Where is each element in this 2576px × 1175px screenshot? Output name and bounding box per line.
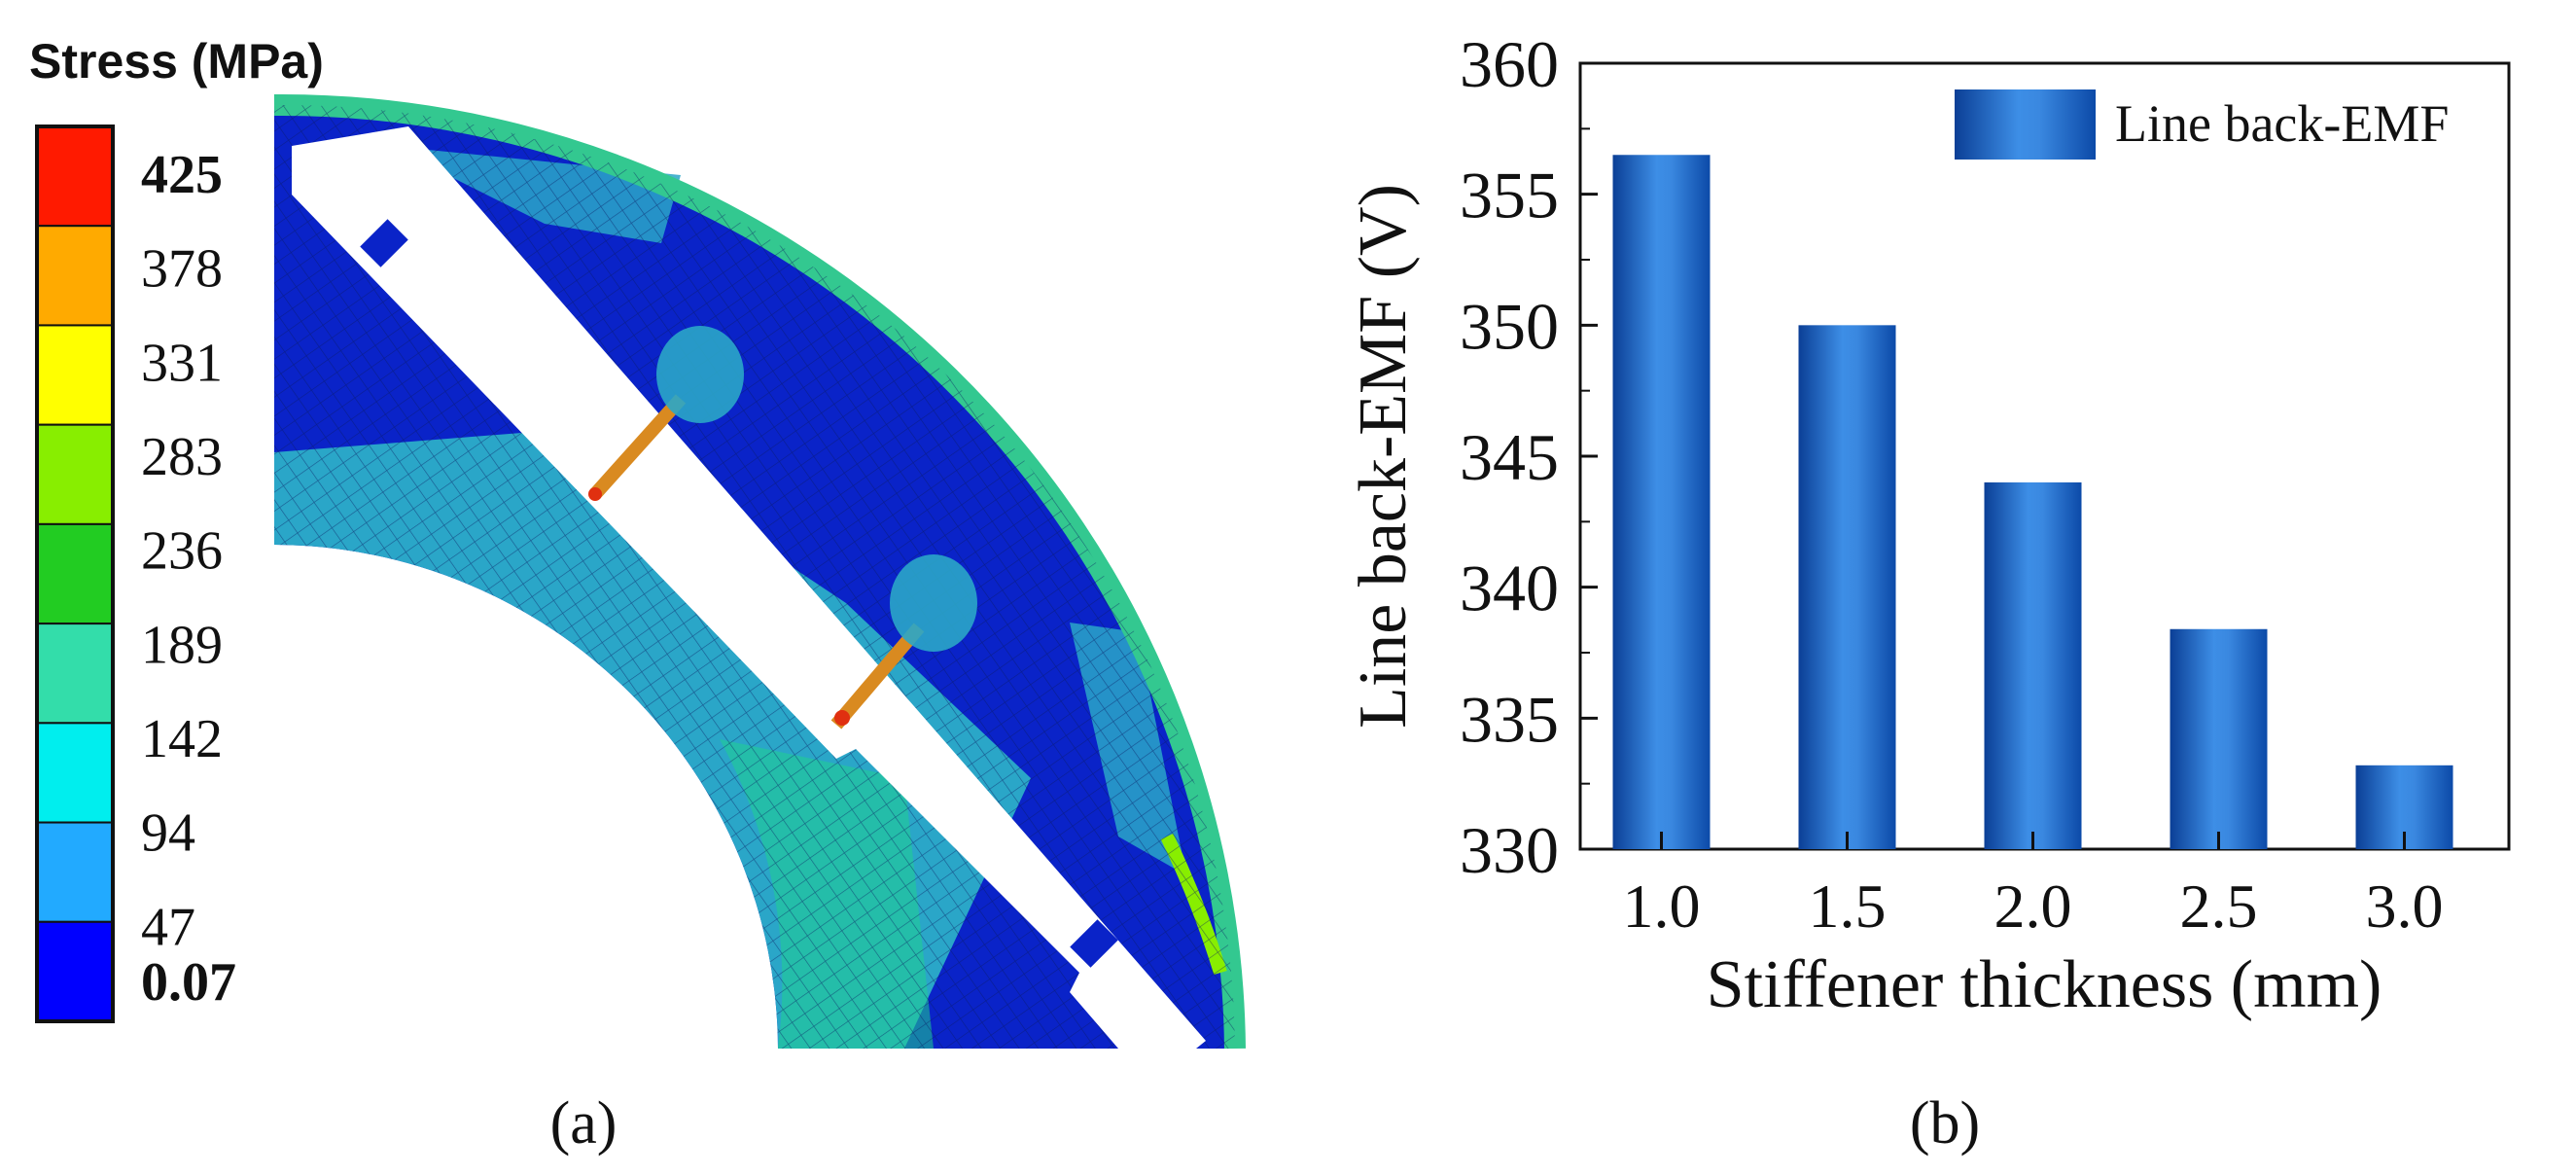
bar — [1612, 155, 1711, 849]
bridge-zone-1 — [656, 326, 744, 423]
colorbar-segment — [36, 125, 114, 228]
x-tick-label: 3.0 — [2366, 872, 2444, 941]
colorbar-segment — [36, 623, 114, 725]
y-axis-ticks: 330 335 340 345 350 355 360 — [1460, 27, 1598, 887]
panel-a-label: (a) — [550, 1090, 618, 1157]
colorbar-level-label: 47 — [141, 897, 195, 957]
x-tick-label: 1.5 — [1809, 872, 1887, 941]
bridge-zone-2 — [890, 554, 977, 652]
colorbar-segment — [36, 920, 114, 1022]
x-tick-label: 1.0 — [1623, 872, 1701, 941]
y-tick-label: 355 — [1460, 159, 1559, 232]
panel-b-label: (b) — [1910, 1090, 1980, 1157]
rotor-mesh-model — [273, 93, 1246, 1050]
legend-swatch — [1955, 89, 2096, 160]
y-tick-label: 350 — [1460, 289, 1559, 363]
slot-notch-bottom — [1070, 919, 1118, 968]
panel-b-bar-chart: 330 335 340 345 350 355 360 1.0 1.5 2.0 2.5 3.0 Li… — [1346, 27, 2511, 1157]
colorbar-segment — [36, 225, 114, 327]
colorbar-level-label: 378 — [141, 239, 223, 300]
y-tick-label: 340 — [1460, 552, 1559, 625]
colorbar-level-label: 142 — [141, 709, 223, 769]
colorbar-level-label: 94 — [141, 803, 195, 864]
colorbar-frame — [35, 125, 115, 1023]
colorbar-segment — [36, 324, 114, 426]
colorbar — [35, 125, 115, 1023]
bar-series — [1612, 155, 2453, 849]
x-axis-label: Stiffener thickness (mm) — [1707, 947, 2382, 1022]
x-tick-label: 2.5 — [2180, 872, 2258, 941]
slot-notch-top — [360, 219, 408, 267]
magnet-slot — [292, 126, 1206, 1049]
colorbar-level-label: 236 — [141, 521, 223, 582]
colorbar-level-label: 331 — [141, 333, 223, 393]
y-tick-label: 345 — [1460, 420, 1559, 494]
colorbar-labels: 425 378 331 283 236 189 142 94 470.07 — [141, 145, 236, 1013]
x-tick-label: 2.0 — [1994, 872, 2072, 941]
stiffener-1 — [589, 394, 687, 499]
stiffener-2 — [830, 623, 925, 730]
y-axis-label: Line back-EMF (V) — [1346, 184, 1421, 729]
colorbar-segment — [36, 722, 114, 824]
colorbar-segment — [36, 821, 114, 923]
panel-a-stress-map: Stress (MPa) 425 378 331 283 236 189 142 94 470.… — [29, 34, 1246, 1157]
colorbar-level-label: 189 — [141, 615, 223, 675]
colorbar-segment — [36, 522, 114, 625]
y-tick-label: 330 — [1460, 813, 1559, 887]
stiffener-hotspot-1 — [588, 487, 602, 501]
y-tick-label: 335 — [1460, 682, 1559, 756]
colorbar-title: Stress (MPa) — [29, 34, 324, 89]
bar — [1798, 325, 1896, 849]
x-axis-ticks: 1.0 1.5 2.0 2.5 3.0 — [1623, 832, 2444, 941]
colorbar-level-label: 425 — [141, 145, 223, 205]
stiffener-hotspot-2 — [834, 710, 850, 726]
bar — [2170, 628, 2268, 849]
legend-label: Line back-EMF — [2115, 94, 2449, 153]
y-tick-label: 360 — [1460, 27, 1559, 101]
bar — [1984, 481, 2082, 849]
colorbar-level-label: 283 — [141, 427, 223, 487]
colorbar-level-label: 0.07 — [141, 952, 236, 1013]
colorbar-segment — [36, 423, 114, 525]
legend: Line back-EMF — [1955, 89, 2449, 160]
